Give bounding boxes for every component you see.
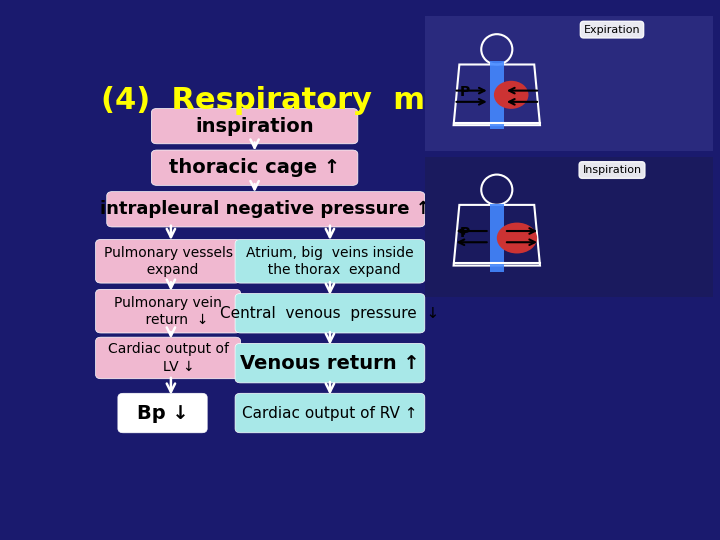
Text: Cardiac output of
     LV ↓: Cardiac output of LV ↓ [107, 342, 229, 374]
Bar [490, 204, 504, 272]
Text: Atrium, big  veins inside
  the thorax  expand: Atrium, big veins inside the thorax expa… [246, 246, 414, 277]
Ellipse shape [494, 81, 528, 109]
Text: Cardiac output of RV ↑: Cardiac output of RV ↑ [242, 406, 418, 421]
Text: Pulmonary vein
    return  ↓: Pulmonary vein return ↓ [114, 295, 222, 327]
Bar [425, 157, 713, 297]
FancyBboxPatch shape [235, 343, 425, 383]
Bar [490, 61, 504, 129]
FancyBboxPatch shape [96, 239, 240, 283]
Text: Pulmonary vessels
  expand: Pulmonary vessels expand [104, 246, 233, 277]
Text: Venous return ↑: Venous return ↑ [240, 354, 420, 373]
Text: intrapleural negative pressure ↑: intrapleural negative pressure ↑ [100, 200, 431, 218]
FancyBboxPatch shape [151, 109, 358, 144]
FancyBboxPatch shape [151, 150, 358, 185]
FancyBboxPatch shape [96, 289, 240, 333]
Text: thoracic cage ↑: thoracic cage ↑ [169, 158, 341, 177]
Text: (4)  Respiratory  movement: (4) Respiratory movement [101, 85, 575, 114]
Text: Bp ↓: Bp ↓ [137, 403, 189, 422]
Text: Expiration: Expiration [584, 25, 640, 35]
Text: Inspiration: Inspiration [582, 165, 642, 175]
Text: P: P [460, 226, 470, 240]
Bar [425, 16, 713, 151]
FancyBboxPatch shape [118, 393, 207, 433]
Text: Central  venous  pressure  ↓: Central venous pressure ↓ [220, 306, 440, 321]
Ellipse shape [497, 222, 537, 253]
Text: inspiration: inspiration [195, 117, 314, 136]
FancyBboxPatch shape [235, 393, 425, 433]
FancyBboxPatch shape [235, 294, 425, 333]
FancyBboxPatch shape [235, 239, 425, 283]
FancyBboxPatch shape [96, 337, 240, 379]
Text: P: P [460, 85, 470, 99]
FancyBboxPatch shape [107, 192, 425, 227]
